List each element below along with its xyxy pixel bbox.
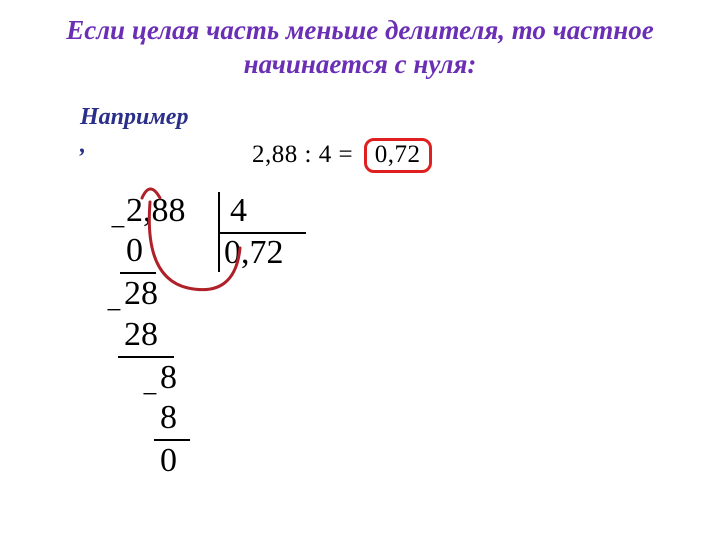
step-bringdown-2: 8 [160, 359, 177, 397]
step-remainder: 0 [160, 442, 177, 480]
example-label-line2: , [80, 132, 86, 158]
divisor: 4 [230, 192, 247, 230]
step-subtrahend-1: 0 [126, 232, 143, 270]
step-bringdown-1: 28 [124, 275, 158, 313]
division-equation: 2,88 : 4 = 0,72 [252, 138, 432, 173]
step-line-2 [118, 356, 174, 358]
rule-heading: Если целая часть меньше делителя, то час… [40, 14, 680, 82]
step-subtrahend-2: 28 [124, 316, 158, 354]
step-line-3 [154, 439, 190, 441]
equation-lhs: 2,88 : 4 = [252, 141, 353, 168]
dividend: 2,88 [126, 192, 186, 230]
step-line-1 [120, 272, 156, 274]
quotient: 0,72 [224, 234, 284, 272]
minus-sign-3: − [142, 379, 158, 411]
long-division: 2,88 4 0,72 − 0 28 − 28 8 − 8 0 [100, 192, 400, 522]
step-subtrahend-3: 8 [160, 399, 177, 437]
minus-sign-2: − [106, 295, 122, 327]
example-label-line1: Например [80, 104, 188, 130]
equation-result-box: 0,72 [364, 138, 432, 173]
minus-sign-1: − [110, 212, 126, 244]
division-horizontal-line [218, 232, 306, 234]
example-label: Например , [80, 104, 188, 159]
equation-result: 0,72 [375, 141, 421, 168]
